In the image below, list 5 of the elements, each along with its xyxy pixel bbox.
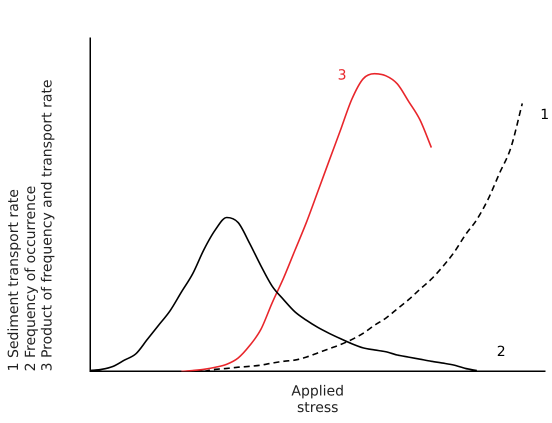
series-label: 3 bbox=[338, 67, 347, 84]
x-axis-title: Applied stress bbox=[291, 383, 344, 416]
series-label: 1 bbox=[540, 107, 550, 124]
series-label: 2 bbox=[496, 344, 506, 360]
y-axis-title: 1 Sediment transport rate 2 Frequency of occurrence 3 Product of frequency and transport rate bbox=[6, 79, 56, 372]
